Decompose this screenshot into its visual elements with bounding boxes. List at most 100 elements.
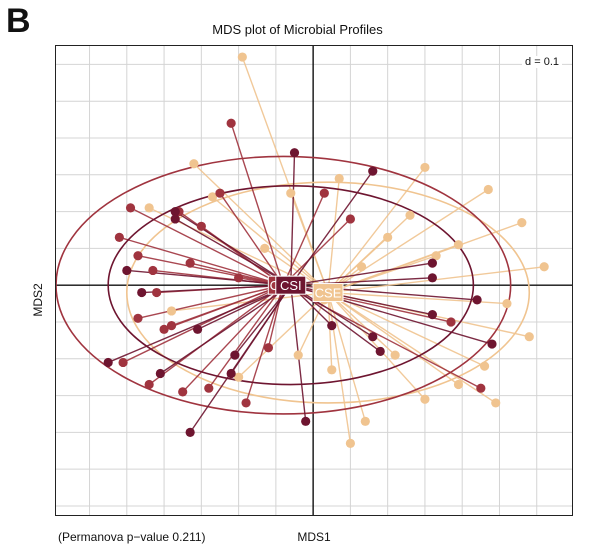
- data-point: [483, 184, 493, 195]
- data-point: [427, 273, 437, 283]
- data-point: [237, 52, 247, 62]
- spider-line: [182, 284, 284, 393]
- spider-line: [107, 284, 292, 364]
- data-point: [137, 287, 147, 298]
- data-point: [193, 324, 203, 334]
- data-point: [368, 166, 378, 176]
- spider-line: [282, 192, 325, 286]
- data-point: [301, 416, 311, 426]
- data-point: [502, 298, 512, 309]
- y-axis-label: MDS2: [31, 283, 45, 317]
- data-point: [170, 214, 180, 224]
- spider-line: [189, 284, 292, 433]
- data-point: [472, 295, 482, 305]
- data-point: [368, 332, 378, 342]
- spider-line: [327, 292, 396, 356]
- plot-area: CSECSHCSI d = 0.1: [55, 45, 573, 516]
- spider-line: [290, 262, 433, 286]
- data-point: [215, 188, 225, 198]
- spider-line: [327, 292, 366, 422]
- centroid-label-box: [312, 283, 344, 303]
- data-point: [159, 324, 169, 334]
- centroid-label-text: CSI: [280, 278, 302, 293]
- data-point: [148, 265, 158, 276]
- series-ellipse: [56, 155, 512, 415]
- data-point: [226, 118, 236, 128]
- data-point: [375, 346, 385, 357]
- data-point: [345, 214, 356, 224]
- spider-line: [122, 284, 284, 364]
- data-point: [524, 332, 534, 342]
- data-point: [260, 243, 270, 253]
- data-point: [103, 357, 113, 368]
- scale-label: d = 0.1: [522, 56, 562, 68]
- spider-line: [193, 163, 329, 294]
- data-point: [420, 162, 430, 173]
- data-point: [327, 365, 337, 375]
- series-ellipse: [107, 185, 475, 386]
- data-point: [427, 258, 437, 268]
- spider-line: [230, 123, 284, 286]
- data-point: [446, 317, 456, 327]
- data-point: [185, 258, 195, 268]
- spider-line: [174, 218, 292, 286]
- data-point: [133, 313, 143, 323]
- data-point: [125, 203, 136, 213]
- spider-line: [171, 284, 284, 327]
- data-point: [166, 321, 177, 331]
- data-point: [152, 287, 162, 298]
- data-point: [334, 173, 344, 184]
- spider-line: [141, 284, 291, 294]
- spider-line: [327, 292, 352, 444]
- spider-line: [234, 284, 292, 356]
- data-point: [234, 273, 244, 283]
- spider-line: [290, 170, 374, 286]
- data-point: [234, 372, 244, 382]
- spider-line: [327, 167, 426, 293]
- x-axis-label: MDS1: [297, 530, 331, 544]
- data-point: [286, 188, 296, 198]
- centroid-label: CSI: [275, 275, 307, 295]
- permanova-annotation: (Permanova p−value 0.211): [58, 530, 206, 544]
- centroid-label: CSE: [312, 283, 344, 303]
- data-point: [319, 188, 329, 198]
- data-point: [383, 232, 393, 242]
- data-point: [230, 350, 240, 360]
- spider-line: [219, 192, 284, 286]
- spider-line: [282, 218, 351, 286]
- data-point: [241, 398, 251, 408]
- centroid-label-box: [275, 275, 307, 295]
- chart-title: MDS plot of Microbial Profiles: [212, 22, 383, 37]
- data-point: [289, 148, 300, 158]
- spider-line: [290, 192, 329, 293]
- panel-letter: B: [6, 2, 31, 40]
- data-point: [517, 218, 527, 228]
- spider-line: [327, 291, 497, 404]
- spider-line: [208, 284, 284, 389]
- data-point: [263, 343, 274, 353]
- spider-line: [174, 210, 292, 286]
- data-point: [207, 192, 218, 202]
- data-point: [390, 350, 400, 360]
- data-point: [476, 383, 486, 393]
- spider-line: [327, 255, 437, 294]
- data-point: [178, 387, 188, 397]
- spider-line: [290, 152, 296, 286]
- data-point: [356, 262, 367, 272]
- data-point: [479, 361, 490, 371]
- data-point: [144, 379, 154, 390]
- spider-line: [137, 255, 284, 286]
- data-point: [453, 379, 464, 390]
- data-point: [539, 262, 549, 272]
- data-point: [327, 321, 337, 331]
- spider-line: [137, 284, 284, 319]
- spider-line: [119, 236, 284, 286]
- data-point: [427, 310, 437, 320]
- data-point: [487, 339, 497, 349]
- series-ellipse: [126, 181, 531, 404]
- data-point: [114, 232, 124, 242]
- data-point: [293, 350, 303, 360]
- mds-scatter-plot: CSECSHCSI: [56, 46, 572, 515]
- spider-line: [327, 292, 426, 400]
- spider-line: [282, 284, 482, 389]
